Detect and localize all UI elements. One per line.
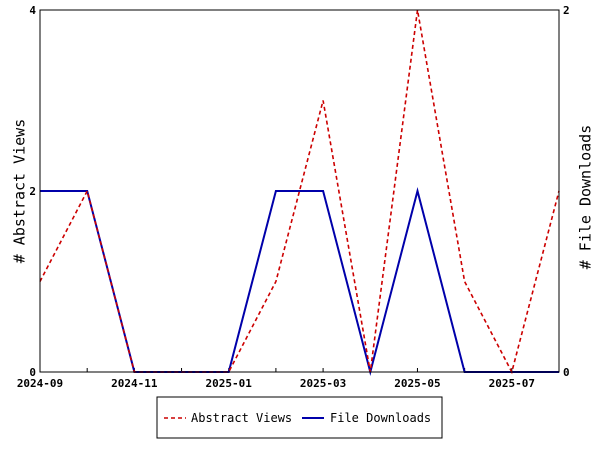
y-tick-label: 0 (29, 366, 36, 379)
x-tick-label: 2025-01 (206, 377, 253, 390)
y-tick-label: 4 (29, 4, 36, 17)
x-tick-label: 2025-07 (489, 377, 535, 390)
x-tick-label: 2024-09 (17, 377, 63, 390)
series-line-abstract-views (39, 9, 560, 375)
y-tick-label: 2 (29, 185, 36, 198)
y-axis-title: # Abstract Views (11, 119, 29, 264)
x-axis-ticks: 2024-09 2024-11 2025-01 2025-03 2025-05 2025-… (17, 368, 560, 390)
plot-area-frame (39, 9, 560, 373)
right-axis-ticks: 02 (555, 4, 570, 379)
series-layer (39, 9, 560, 376)
y2-axis-title: # File Downloads (577, 125, 595, 270)
x-tick-label: 2024-11 (111, 377, 158, 390)
legend-box (156, 396, 443, 439)
x-tick-label: 2025-05 (394, 377, 440, 390)
y2-tick-label: 2 (563, 4, 570, 17)
legend-label-abstract-views: Abstract Views (191, 411, 292, 425)
y2-tick-label: 0 (563, 366, 570, 379)
legend: Abstract Views File Downloads (156, 396, 443, 439)
legend-label-file-downloads: File Downloads (330, 411, 431, 425)
series-line-file-downloads (40, 187, 559, 376)
x-tick-label: 2025-03 (300, 377, 346, 390)
